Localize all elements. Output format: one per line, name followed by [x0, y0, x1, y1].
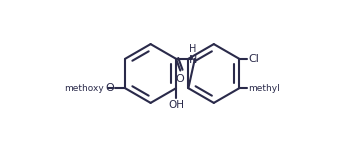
Text: Cl: Cl	[248, 54, 259, 64]
Text: O: O	[175, 74, 184, 84]
Text: OH: OH	[168, 100, 184, 110]
Text: H: H	[189, 44, 197, 54]
Text: methoxy: methoxy	[64, 84, 104, 93]
Text: O: O	[105, 83, 114, 93]
Text: methyl: methyl	[248, 84, 280, 93]
Text: N: N	[189, 55, 197, 65]
